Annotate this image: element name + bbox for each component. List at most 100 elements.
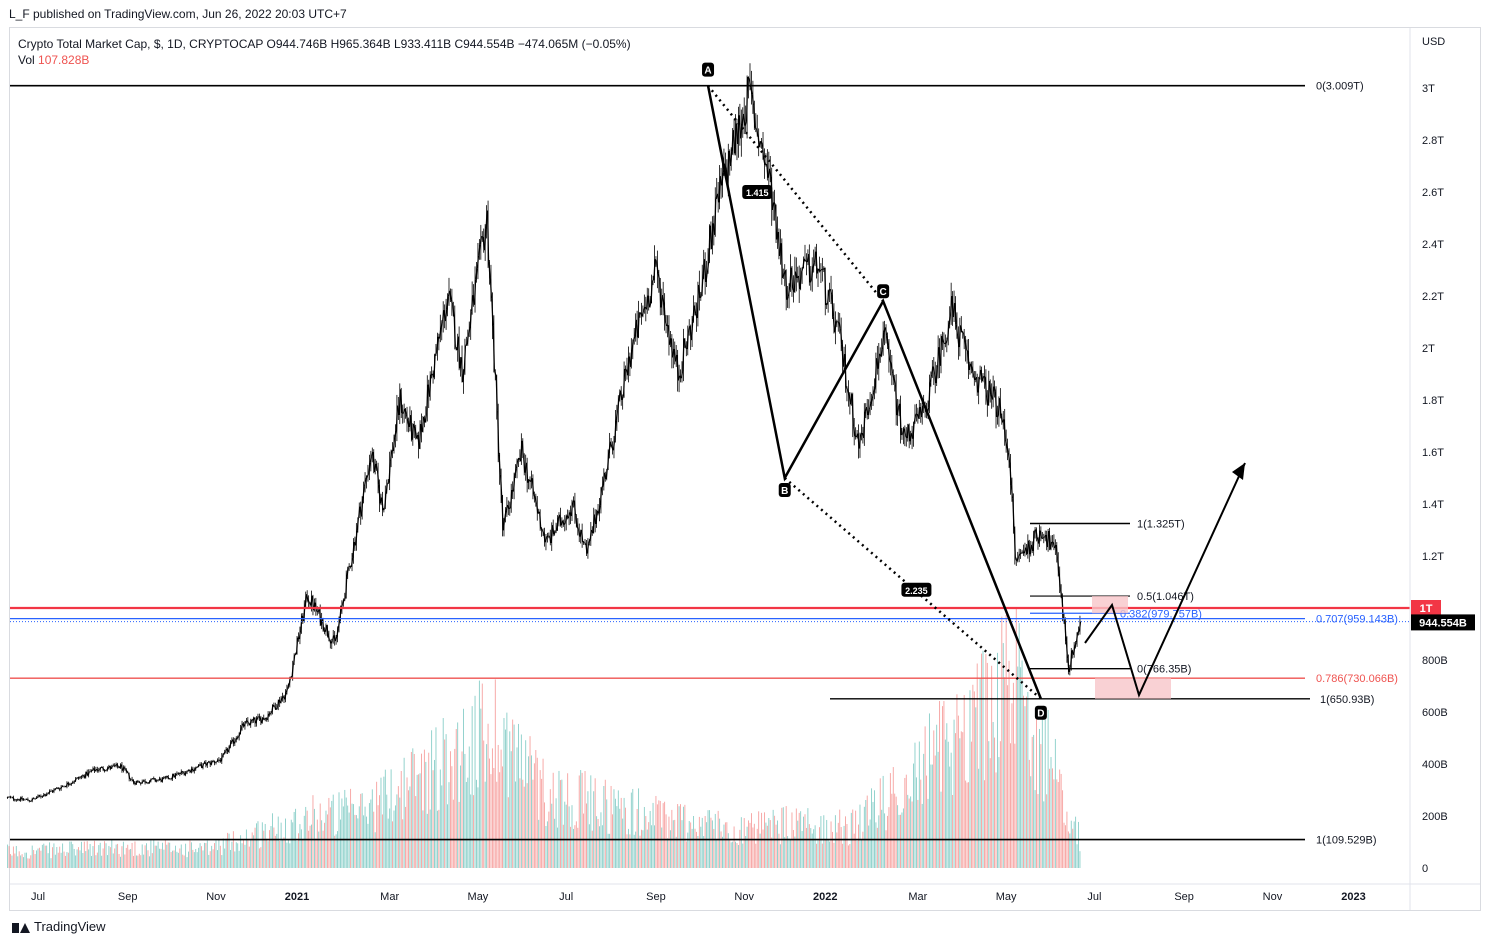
volume-bar xyxy=(533,763,535,868)
candle-body xyxy=(226,748,229,753)
volume-bar xyxy=(335,834,337,868)
candle-body xyxy=(941,335,944,343)
candle-body xyxy=(381,497,384,511)
candle-body xyxy=(466,334,469,345)
candle-body xyxy=(945,339,948,344)
volume-bar xyxy=(329,807,331,868)
candle-body xyxy=(94,768,97,772)
candle-body xyxy=(883,327,886,333)
volume-bar xyxy=(577,827,579,868)
projection-path xyxy=(1084,462,1246,698)
candle-body xyxy=(1022,551,1025,554)
volume-bar xyxy=(37,848,39,868)
candle-body xyxy=(589,529,592,540)
volume-bar xyxy=(687,832,689,868)
candle-body xyxy=(999,398,1002,416)
candle-body xyxy=(248,722,251,726)
candle-body xyxy=(947,324,950,340)
volume-bar xyxy=(296,841,298,868)
volume-bar xyxy=(15,845,17,868)
candle-body xyxy=(147,782,149,784)
candle-body xyxy=(562,520,565,525)
candle-body xyxy=(77,776,80,779)
volume-bar xyxy=(843,825,845,868)
volume-bar xyxy=(639,835,641,868)
candle-body xyxy=(230,739,234,743)
candle-body xyxy=(712,223,715,235)
candle-body xyxy=(1067,658,1070,672)
footer-brand: TradingView xyxy=(12,919,106,934)
price-tick-label: 1.2T xyxy=(1422,551,1444,563)
volume-bar xyxy=(794,836,796,868)
candle-body xyxy=(161,777,164,782)
volume-bar xyxy=(866,795,868,868)
candle-body xyxy=(656,261,659,274)
candle-body xyxy=(436,336,439,353)
candle-body xyxy=(706,261,710,273)
volume-bar xyxy=(413,753,415,868)
time-tick-label: Sep xyxy=(1174,891,1194,903)
time-tick-label: Jul xyxy=(1087,891,1101,903)
volume-bar xyxy=(141,844,143,868)
volume-bar xyxy=(477,787,479,868)
volume-bar xyxy=(244,844,246,868)
candle-body xyxy=(599,487,603,506)
volume-bar xyxy=(612,814,613,868)
candle-body xyxy=(424,414,427,423)
volume-bar xyxy=(105,843,107,868)
candle-body xyxy=(582,541,585,544)
volume-bar xyxy=(99,842,101,868)
volume-bar xyxy=(263,830,265,868)
volume-bar xyxy=(816,843,818,868)
volume-bar xyxy=(59,846,61,868)
volume-bar xyxy=(599,826,600,868)
candle-body xyxy=(102,766,105,771)
volume-bar xyxy=(985,653,987,868)
volume-bar xyxy=(1052,768,1053,868)
volume-bar xyxy=(44,845,46,868)
volume-bar xyxy=(444,739,446,868)
volume-bar xyxy=(593,791,595,868)
candle-body xyxy=(232,739,235,744)
volume-bar xyxy=(431,730,433,868)
volume-bar xyxy=(908,798,910,868)
candle-body xyxy=(201,763,205,769)
volume-bar xyxy=(315,838,317,868)
candle-body xyxy=(978,369,982,380)
candle-body xyxy=(527,479,530,483)
candle-body xyxy=(525,462,529,483)
volume-bar xyxy=(685,841,687,868)
volume-bar xyxy=(88,849,90,868)
volume-bar xyxy=(150,840,152,868)
volume-bar xyxy=(819,827,820,868)
candle-body xyxy=(812,262,815,268)
volume-bar xyxy=(108,845,110,868)
volume-bar xyxy=(750,813,752,868)
candle-body xyxy=(993,386,996,392)
volume-bar xyxy=(724,822,726,868)
candle-body xyxy=(177,772,180,775)
candle-body xyxy=(575,515,578,527)
volume-bar xyxy=(518,723,519,868)
candle-body xyxy=(912,422,915,439)
volume-bar xyxy=(1015,607,1017,868)
candle-body xyxy=(216,759,219,763)
time-tick-label: Sep xyxy=(646,891,666,903)
candle-body xyxy=(774,204,778,240)
candle-body xyxy=(285,688,289,693)
level-badge xyxy=(1411,600,1441,616)
volume-bar xyxy=(486,744,488,868)
volume-bar xyxy=(30,855,32,868)
candle-body xyxy=(97,769,100,772)
candle-body xyxy=(968,363,972,371)
candle-body xyxy=(1055,545,1058,559)
candle-body xyxy=(337,620,341,629)
volume-bar xyxy=(522,779,524,868)
candle-body xyxy=(703,259,707,282)
volume-bar xyxy=(121,846,123,868)
volume-bar xyxy=(159,848,161,868)
volume-bar xyxy=(528,756,530,868)
volume-bar xyxy=(904,777,906,868)
volume-bar xyxy=(43,843,45,868)
